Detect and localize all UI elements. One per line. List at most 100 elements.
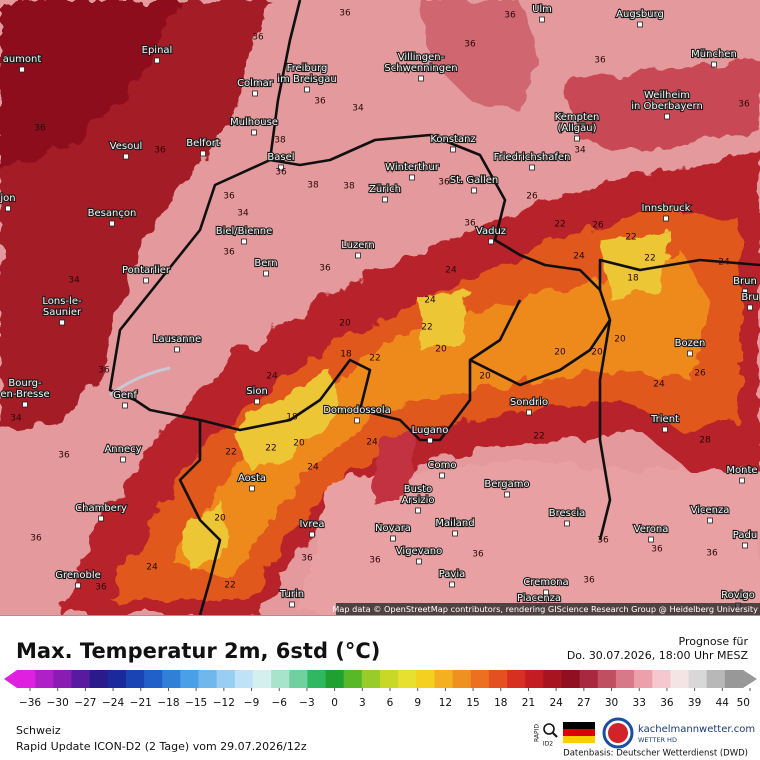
colorbar-tick-label: −30 <box>47 697 69 709</box>
city-label: Schwenningen <box>384 63 457 74</box>
colorbar-segment <box>71 670 91 688</box>
temperature-label: 28 <box>699 436 711 446</box>
city-marker <box>449 581 455 588</box>
temperature-label: 20 <box>479 372 491 382</box>
city-label: Kempten <box>555 112 600 123</box>
temperature-label: 36 <box>154 146 166 156</box>
badge-top: RAPID <box>534 724 541 742</box>
city-marker <box>120 456 126 463</box>
city-label: Vigevano <box>396 546 442 557</box>
city-label: Aosta <box>238 473 266 484</box>
temperature-label: 20 <box>293 439 305 449</box>
city-marker <box>663 215 669 222</box>
temperature-label: 36 <box>651 545 663 555</box>
city-label: Colmar <box>237 78 274 89</box>
colorbar-tick-label: −6 <box>271 697 287 709</box>
city-marker <box>200 150 206 157</box>
temperature-label: 34 <box>237 209 249 219</box>
colorbar-segment <box>271 670 290 688</box>
colorbar-segment <box>652 670 671 688</box>
temperature-label: 36 <box>58 451 70 461</box>
city-label: Saunier <box>43 307 82 318</box>
city-label: en-Bresse <box>0 389 49 400</box>
city-marker <box>529 164 535 171</box>
city-marker <box>711 61 717 68</box>
city-label: Sion <box>246 386 268 397</box>
badge: RAPID ID2 <box>534 723 558 748</box>
colorbar-segment <box>706 670 726 688</box>
temperature-label: 36 <box>98 366 110 376</box>
colorbar-segment <box>307 670 327 688</box>
city-marker <box>304 86 310 93</box>
city-label: aumont <box>3 54 42 65</box>
temperature-label: 22 <box>265 444 276 454</box>
city-marker <box>664 113 670 120</box>
city-marker <box>382 196 388 203</box>
city-marker <box>409 174 415 181</box>
city-marker <box>241 238 247 245</box>
temperature-label: 36 <box>438 178 450 188</box>
city-label: Verona <box>634 524 669 535</box>
colorbar-segment <box>670 670 690 688</box>
city-label: Pavia <box>439 569 466 580</box>
city-marker <box>355 252 361 259</box>
colorbar-tick-label: −18 <box>157 697 179 709</box>
temperature-label: 36 <box>319 264 331 274</box>
temperature-label: 20 <box>591 348 603 358</box>
colorbar-segment <box>17 670 36 688</box>
colorbar-tick-label: −24 <box>102 697 124 709</box>
city-marker <box>252 90 258 97</box>
temperature-label: 20 <box>339 319 351 329</box>
attribution: Map data © OpenStreetMap contributors, r… <box>332 604 758 614</box>
temperature-label: 22 <box>625 233 636 243</box>
temperature-label: 24 <box>424 296 436 306</box>
city-marker <box>278 164 284 171</box>
temperature-label: 36 <box>223 192 235 202</box>
colorbar-segment <box>361 670 381 688</box>
data-source: Datenbasis: Deutscher Wetterdienst (DWD) <box>563 749 748 759</box>
colorbar-segment <box>579 670 599 688</box>
colorbar-segment <box>507 670 526 688</box>
temperature-label: 34 <box>68 276 80 286</box>
colorbar-segment <box>289 670 308 688</box>
temperature-label: 36 <box>594 56 606 66</box>
colorbar-tick-label: −27 <box>74 697 96 709</box>
colorbar-tick-label: 0 <box>331 697 338 709</box>
city-labels: Ulm Augsburg Epinal aumont Colmar Freiburgim … <box>0 3 760 612</box>
city-marker <box>416 558 422 565</box>
city-marker <box>662 426 668 433</box>
city-marker <box>526 409 532 416</box>
colorbar-segment <box>688 670 708 688</box>
temperature-label: 26 <box>592 221 604 231</box>
colorbar-segment <box>35 670 54 688</box>
temperature-label: 22 <box>225 448 236 458</box>
city-marker <box>504 491 510 498</box>
colorbar-tick-label: −3 <box>299 697 314 709</box>
city-marker <box>747 304 753 311</box>
city-marker <box>354 417 360 424</box>
colorbar-segment <box>525 670 544 688</box>
temperature-label: 36 <box>34 124 46 134</box>
colorbar-segment <box>615 670 635 688</box>
colorbar-tick-label: 33 <box>633 697 646 709</box>
colorbar-segment <box>488 670 508 688</box>
temperature-label: 18 <box>340 350 352 360</box>
temperature-label: 20 <box>614 335 626 345</box>
temperature-label: 34 <box>10 414 22 424</box>
temperature-label: 36 <box>597 536 609 546</box>
city-label: Novara <box>375 523 411 534</box>
city-marker <box>251 129 257 136</box>
city-label: Domodossola <box>323 405 391 416</box>
city-label: Mailand <box>435 518 474 529</box>
temperature-label: 36 <box>252 33 264 43</box>
temperature-label: 38 <box>307 181 319 191</box>
city-marker <box>439 472 445 479</box>
temperature-label: 20 <box>214 514 226 524</box>
city-label: Bern <box>254 258 277 269</box>
city-label: Bergamo <box>484 479 529 490</box>
temperature-label: 24 <box>718 258 730 268</box>
city-marker <box>637 21 643 28</box>
city-marker <box>415 507 421 514</box>
city-marker <box>109 220 115 227</box>
